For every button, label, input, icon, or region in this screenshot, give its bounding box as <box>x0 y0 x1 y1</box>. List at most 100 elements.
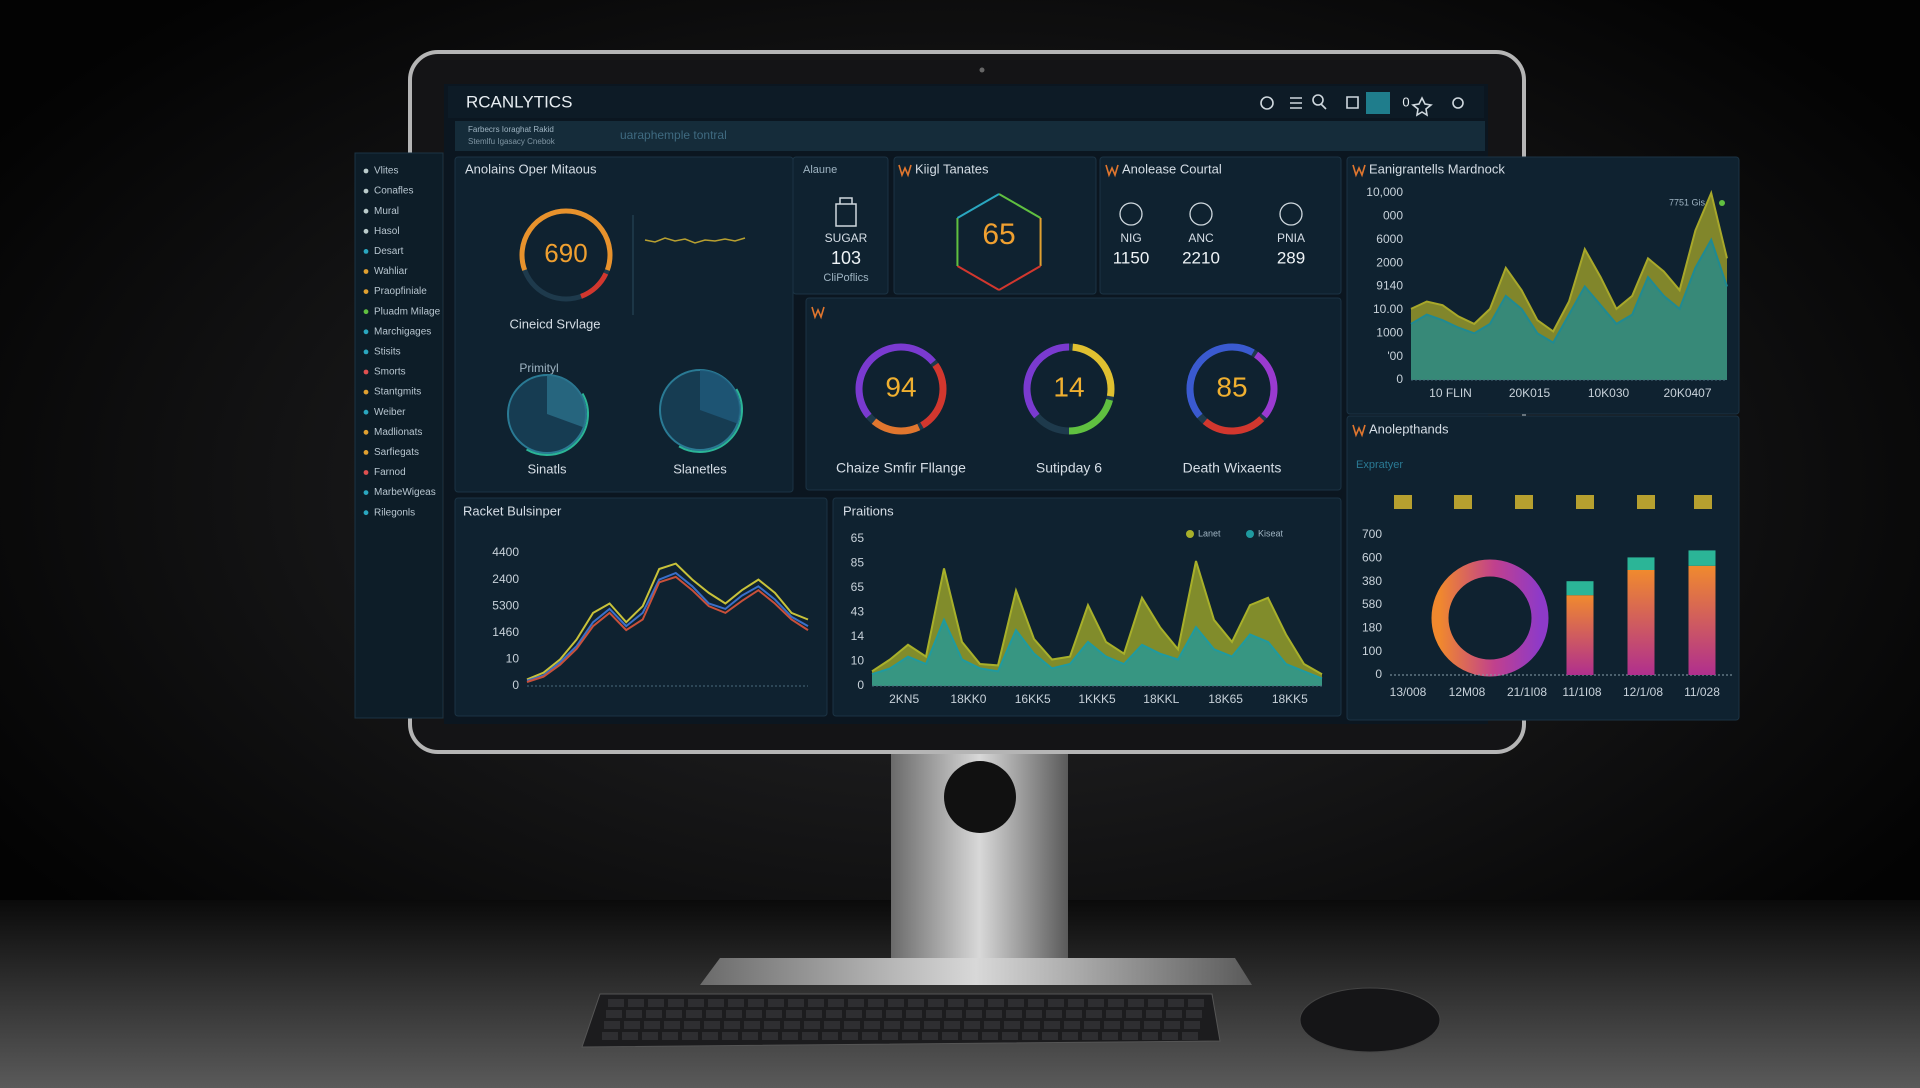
panel-title: Racket Bulsinper <box>463 503 562 518</box>
x-tick-label: 13/008 <box>1390 685 1427 699</box>
key <box>1026 1010 1042 1018</box>
x-tick-label: 20K0407 <box>1663 386 1711 400</box>
gauge-label: Cineicd Srvlage <box>509 316 600 331</box>
toolbar-icon <box>1411 96 1433 117</box>
key <box>842 1032 858 1040</box>
key <box>1066 1010 1082 1018</box>
y-tick-label: 14 <box>851 629 865 643</box>
key <box>946 1010 962 1018</box>
panel-title: Anolease Courtal <box>1122 161 1222 176</box>
key <box>602 1032 618 1040</box>
toolbar-chip <box>1637 495 1655 509</box>
panel-icon <box>1352 164 1366 178</box>
nav-dot <box>363 349 369 355</box>
key <box>1008 999 1024 1007</box>
key <box>922 1032 938 1040</box>
key <box>788 999 804 1007</box>
nav-dot <box>363 329 369 335</box>
stat-value: 103 <box>831 248 861 268</box>
key <box>864 1021 880 1029</box>
x-tick-label: 1KKK5 <box>1078 692 1116 706</box>
key <box>604 1021 620 1029</box>
bar-segment <box>1688 550 1716 566</box>
bar-segment <box>1566 595 1594 675</box>
key <box>644 1021 660 1029</box>
search-box: uaraphemple tontral <box>620 128 727 142</box>
legend-dot <box>1246 530 1254 538</box>
key <box>684 1021 700 1029</box>
key <box>764 1021 780 1029</box>
nav-dot <box>363 490 369 495</box>
key <box>744 1021 760 1029</box>
nav-dot <box>363 228 369 234</box>
key <box>966 1010 982 1018</box>
key <box>828 999 844 1007</box>
key <box>948 999 964 1007</box>
key <box>808 999 824 1007</box>
pie-rim <box>526 393 589 456</box>
nav-dot <box>363 389 369 395</box>
area-line <box>1410 237 1728 344</box>
key <box>964 1021 980 1029</box>
mini-chart <box>644 237 746 244</box>
pie-slice <box>547 375 586 428</box>
panel-title: Eanigrantells Mardnock <box>1369 161 1505 176</box>
key <box>902 1032 918 1040</box>
area-line <box>1410 189 1728 333</box>
nav-dot <box>363 208 369 214</box>
key <box>862 1032 878 1040</box>
gauge-arc <box>1068 398 1113 435</box>
nav-dot <box>363 429 369 435</box>
key <box>904 1021 920 1029</box>
key <box>1048 999 1064 1007</box>
key <box>882 1032 898 1040</box>
legend-dot <box>1719 200 1725 206</box>
bar-segment <box>1627 557 1655 570</box>
panel <box>805 297 1342 491</box>
y-tick-label: 2400 <box>492 572 519 586</box>
panel <box>893 156 1097 295</box>
key <box>1102 1032 1118 1040</box>
key <box>664 1021 680 1029</box>
area-fill <box>1411 239 1727 380</box>
legend: Kiseat <box>1258 528 1284 538</box>
key <box>1146 1010 1162 1018</box>
panel-icon <box>811 306 825 320</box>
stat-value: 2210 <box>1182 248 1220 267</box>
toolbar-chip <box>1454 495 1472 509</box>
key <box>1184 1021 1200 1029</box>
key <box>1108 999 1124 1007</box>
nav-item: Conafles <box>374 186 413 197</box>
key <box>622 1032 638 1040</box>
area-line <box>871 560 1323 676</box>
nav-dot <box>363 510 369 516</box>
sidebar <box>354 152 444 719</box>
nav-item: Rilegonls <box>374 507 415 518</box>
y-tick-label: 4400 <box>492 545 519 559</box>
key <box>688 999 704 1007</box>
panel-title: Kiigl Tanates <box>915 161 989 176</box>
key <box>1022 1032 1038 1040</box>
key <box>668 999 684 1007</box>
key <box>648 999 664 1007</box>
x-tick-label: 20K015 <box>1509 386 1551 400</box>
panel-title: Anolains Oper Mitaous <box>465 161 597 176</box>
label: Expratyer <box>1356 459 1403 471</box>
nav-item: Pluadm Milage <box>374 306 441 317</box>
panel <box>454 156 794 493</box>
x-tick-label: 2KN5 <box>889 692 919 706</box>
x-tick-label: 10 FLIN <box>1429 386 1472 400</box>
panel-title: Alaune <box>803 164 837 176</box>
key <box>1046 1010 1062 1018</box>
stat-icon <box>1119 202 1143 226</box>
panel-icon <box>1352 424 1366 438</box>
key <box>748 999 764 1007</box>
active-tool <box>1366 92 1390 114</box>
hex-edge <box>956 193 1000 219</box>
nav-item: Stantgmits <box>374 387 421 398</box>
badge: 0 <box>1402 94 1409 109</box>
key <box>726 1010 742 1018</box>
toolbar-icon <box>1312 94 1327 110</box>
nav-item: Wahliar <box>374 266 408 277</box>
key <box>984 1021 1000 1029</box>
